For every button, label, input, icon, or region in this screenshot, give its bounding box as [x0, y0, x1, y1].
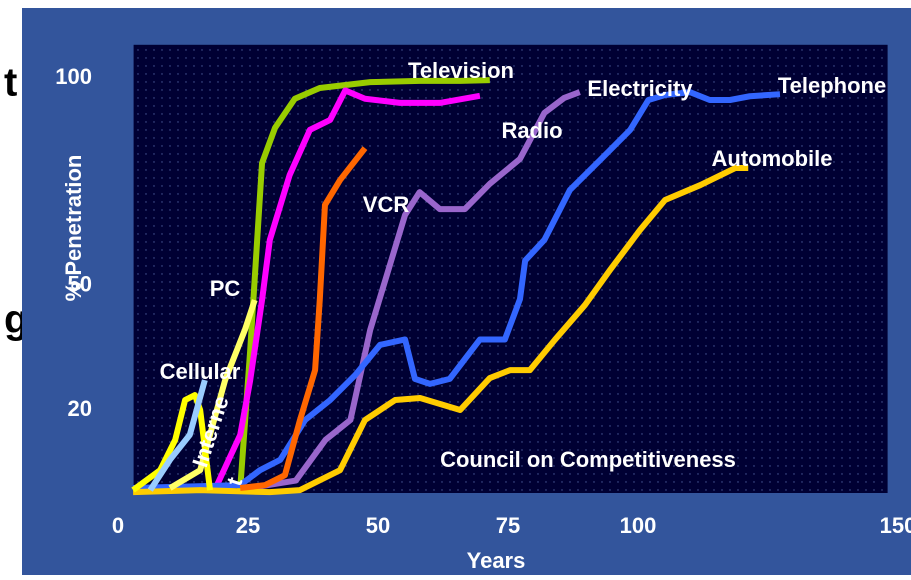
slide-fragment: t	[4, 61, 17, 105]
x-axis-title: Years	[467, 548, 526, 573]
series-line	[147, 379, 208, 492]
x-tick-label: 75	[496, 513, 520, 538]
series-label: Electricity	[587, 76, 693, 101]
series-label: Cellular	[160, 359, 241, 384]
series-label: Television	[408, 58, 514, 83]
y-tick-label: 100	[55, 64, 92, 89]
x-tick-label: 0	[112, 513, 124, 538]
x-tick-label: 50	[366, 513, 390, 538]
y-tick-label: 20	[68, 396, 92, 421]
series-label: Automobile	[712, 146, 833, 171]
series-label: Telephone	[778, 73, 886, 98]
series-line	[212, 87, 481, 491]
x-tick-label: 150	[880, 513, 911, 538]
series-line	[132, 165, 749, 496]
series-line	[239, 146, 368, 491]
grid-dots	[133, 44, 888, 494]
series-label: VCR	[363, 192, 410, 217]
annotation: Council on Competitiveness	[440, 447, 736, 472]
series-label: Radio	[501, 118, 562, 143]
x-tick-label: 25	[236, 513, 260, 538]
series-line	[237, 77, 490, 490]
y-tick-label: 50	[68, 271, 92, 296]
series-label: PC	[210, 276, 241, 301]
series-line	[249, 89, 581, 491]
series-line	[168, 299, 258, 491]
series-line	[132, 89, 781, 492]
y-axis-title: % Penetration	[61, 155, 86, 302]
x-tick-label: 100	[620, 513, 657, 538]
